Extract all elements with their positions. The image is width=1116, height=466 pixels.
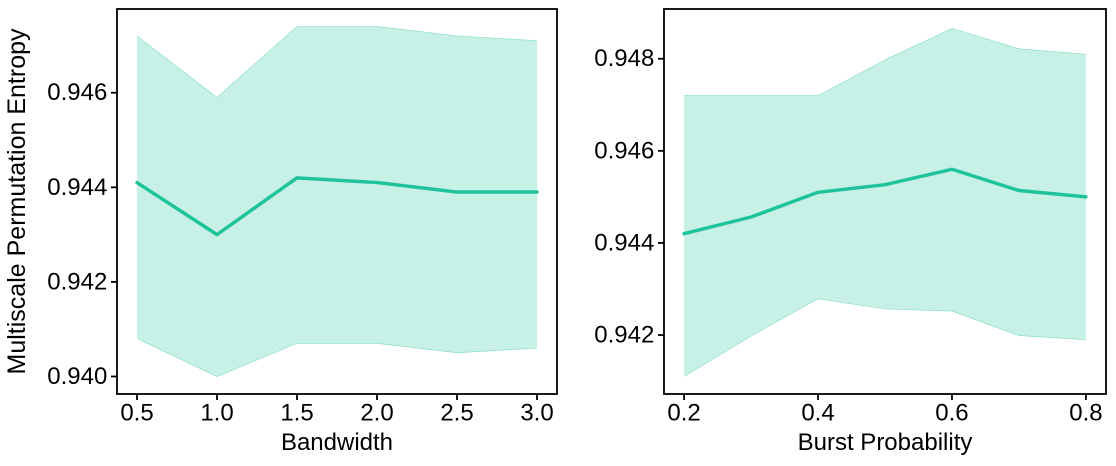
svg-text:2.0: 2.0: [360, 399, 393, 426]
svg-text:0.946: 0.946: [47, 79, 107, 106]
svg-text:0.942: 0.942: [594, 322, 654, 349]
svg-text:0.944: 0.944: [47, 174, 107, 201]
svg-text:Multiscale Permutation Entropy: Multiscale Permutation Entropy: [3, 28, 31, 374]
svg-text:0.946: 0.946: [594, 137, 654, 164]
svg-text:Bandwidth: Bandwidth: [281, 429, 393, 456]
svg-text:0.940: 0.940: [47, 363, 107, 390]
svg-text:0.8: 0.8: [1069, 399, 1102, 426]
svg-text:0.5: 0.5: [120, 399, 153, 426]
svg-text:2.5: 2.5: [440, 399, 473, 426]
svg-text:3.0: 3.0: [520, 399, 553, 426]
svg-text:0.948: 0.948: [594, 45, 654, 72]
svg-text:0.4: 0.4: [801, 399, 834, 426]
svg-text:0.942: 0.942: [47, 268, 107, 295]
svg-text:0.944: 0.944: [594, 229, 654, 256]
svg-text:Burst Probability: Burst Probability: [798, 429, 973, 456]
svg-text:0.2: 0.2: [667, 399, 700, 426]
svg-text:1.5: 1.5: [280, 399, 313, 426]
svg-text:1.0: 1.0: [200, 399, 233, 426]
svg-text:0.6: 0.6: [935, 399, 968, 426]
